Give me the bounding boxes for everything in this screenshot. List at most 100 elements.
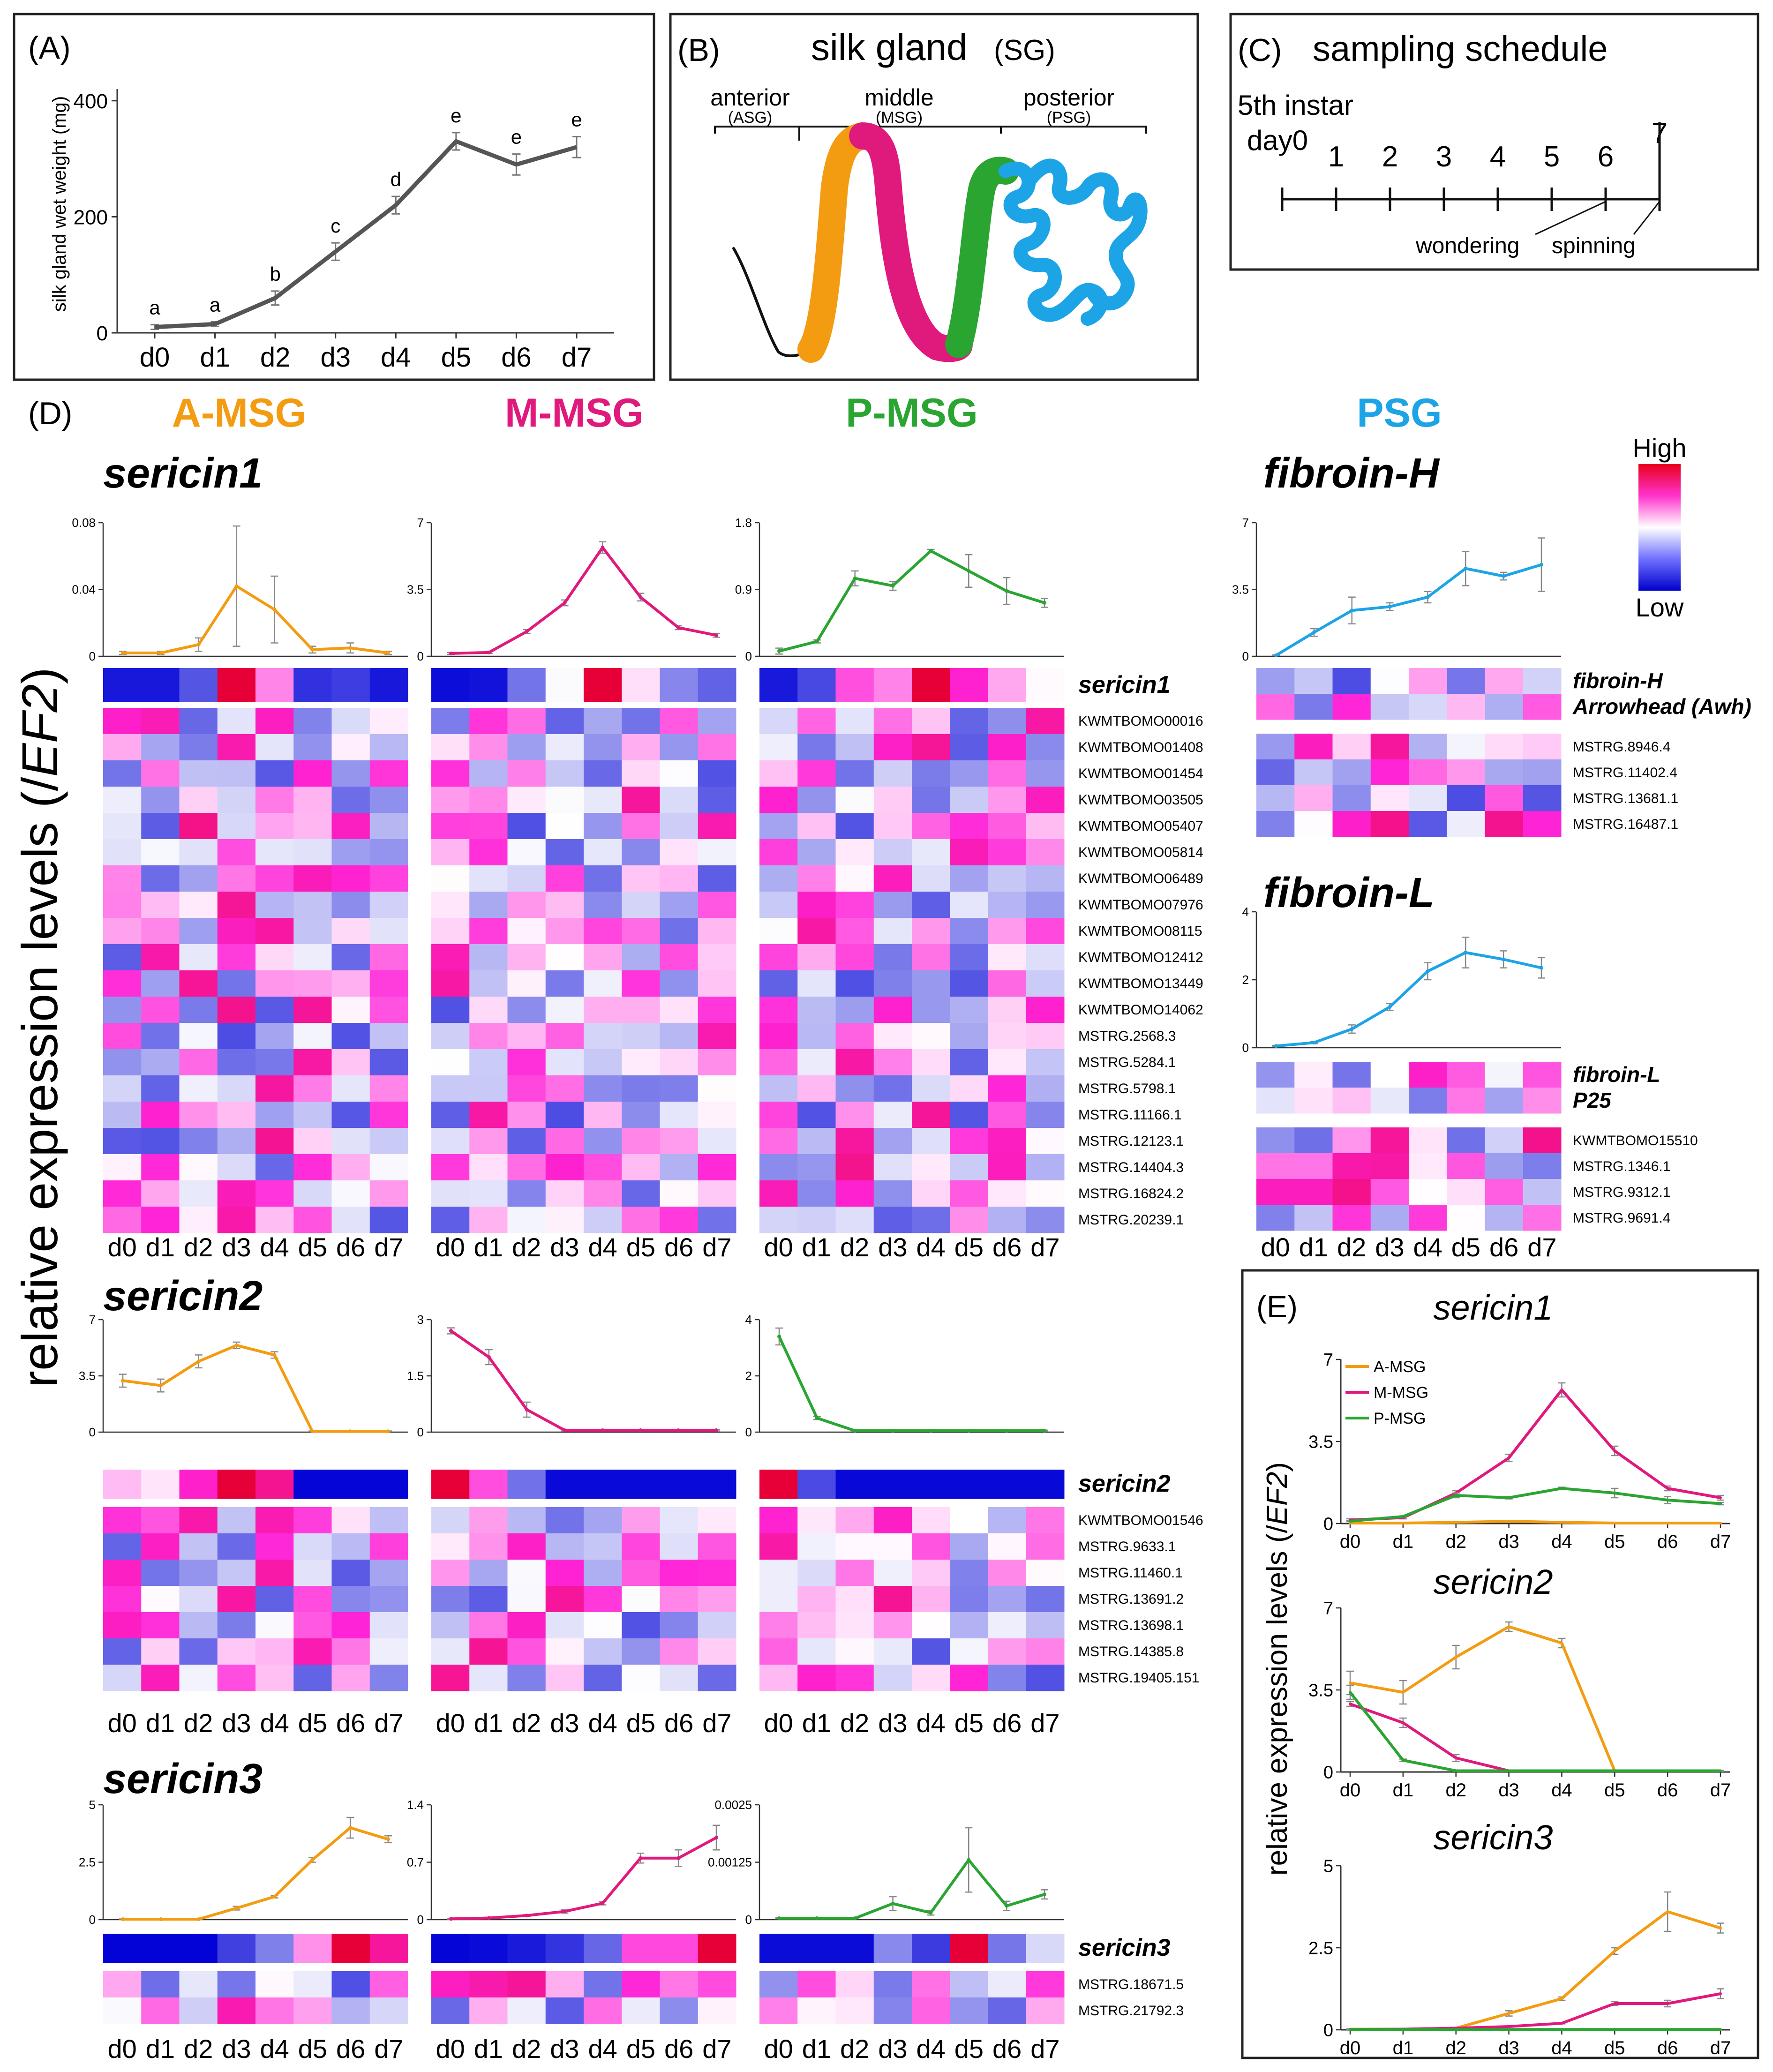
x-tick-label: d1: [1393, 1531, 1414, 1552]
heatmap-row-label: KWMTBOMO06489: [1078, 871, 1203, 886]
heatmap-cell: [1256, 694, 1295, 720]
heatmap-cell: [469, 1023, 508, 1050]
heatmap-cell: [950, 1049, 988, 1076]
heatmap-cell: [1026, 1207, 1065, 1233]
heatmap-cell: [759, 1997, 798, 2024]
heatmap-cell: [912, 1075, 950, 1102]
heatmap-cell: [217, 892, 256, 918]
heatmap-cell: [217, 1934, 256, 1963]
heatmap-day-label: d6: [336, 1708, 365, 1738]
heatmap-cell: [797, 865, 836, 892]
heatmap-cell: [217, 734, 256, 761]
heatmap-day-label: d4: [260, 1232, 289, 1262]
heatmap-row-label: KWMTBOMO08115: [1078, 923, 1202, 939]
heatmap-cell: [507, 708, 546, 735]
heatmap-cell: [545, 839, 584, 866]
heatmap-cell: [431, 787, 470, 813]
heatmap-cell: [988, 865, 1027, 892]
heatmap-cell: [1294, 1062, 1333, 1088]
y-tick-label: 0.04: [72, 583, 96, 597]
heatmap-cell: [797, 1102, 836, 1128]
heatmap-cell: [255, 1180, 294, 1207]
heatmap-cell: [1026, 1586, 1065, 1613]
heatmap-row-label: KWMTBOMO00016: [1078, 713, 1203, 729]
heatmap-cell: [584, 1934, 622, 1963]
heatmap-cell: [835, 839, 874, 866]
heatmap-cell: [622, 997, 660, 1023]
heatmap-cell: [584, 734, 622, 761]
heatmap-cell: [179, 1180, 218, 1207]
heatmap-cell: [545, 1207, 584, 1233]
heatmap-cell: [873, 1638, 912, 1665]
heatmap-cell: [698, 760, 736, 787]
heatmap-cell: [507, 1180, 546, 1207]
data-point: [487, 1355, 491, 1359]
heatmap-cell: [950, 1934, 988, 1963]
segment-posterior-abbr: (PSG): [1047, 109, 1091, 127]
heatmap-cell: [797, 1154, 836, 1181]
data-point: [853, 1916, 857, 1921]
heatmap-cell: [103, 708, 142, 735]
heatmap-cell: [545, 997, 584, 1023]
heatmap-cell: [912, 734, 950, 761]
heatmap-cell: [179, 1154, 218, 1181]
heatmap-cell: [255, 1023, 294, 1050]
heatmap-cell: [469, 1128, 508, 1155]
heatmap-cell: [797, 1023, 836, 1050]
heatmap-cell: [431, 1049, 470, 1076]
heatmap-cell: [141, 1971, 180, 1998]
heatmap-day-label: d5: [954, 1232, 984, 1262]
heatmap-cell: [950, 1560, 988, 1586]
panel-a-letter: (A): [28, 30, 71, 66]
heatmap-cell: [545, 1075, 584, 1102]
significance-letter: b: [270, 263, 280, 285]
heatmap-cell: [698, 1533, 736, 1560]
heatmap-cell: [622, 708, 660, 735]
significance-letter: e: [511, 126, 522, 148]
heatmap-cell: [622, 1154, 660, 1181]
heatmap-cell: [950, 944, 988, 971]
segment-anterior-name: anterior: [710, 84, 790, 111]
heatmap-cell: [369, 1102, 408, 1128]
heatmap-cell: [331, 1207, 370, 1233]
heatmap-cell: [988, 918, 1027, 945]
heatmap-cell: [698, 1612, 736, 1639]
heatmap-cell: [1332, 785, 1371, 811]
heatmap-cell: [255, 1207, 294, 1233]
heatmap-cell: [369, 760, 408, 787]
heatmap-cell: [255, 1560, 294, 1586]
heatmap-cell: [331, 1997, 370, 2024]
heatmap-row-label: MSTRG.18671.5: [1078, 1977, 1184, 1992]
heatmap-cell: [469, 1207, 508, 1233]
heatmap-row-label: MSTRG.20239.1: [1078, 1212, 1184, 1228]
heatmap-cell: [507, 865, 546, 892]
data-point: [1454, 1757, 1457, 1759]
heatmap-cell: [660, 1128, 699, 1155]
heatmap-day-label: d2: [184, 2034, 213, 2064]
heatmap-cell: [1523, 1062, 1562, 1088]
heatmap-cell: [698, 1507, 736, 1534]
heatmap-row-label: MSTRG.19405.151: [1078, 1670, 1199, 1686]
heatmap-cell: [255, 813, 294, 840]
heatmap-cell: [698, 1971, 736, 1998]
heatmap-cell: [255, 1128, 294, 1155]
data-point: [196, 1359, 201, 1364]
heatmap-cell: [217, 813, 256, 840]
heatmap-cell: [103, 1049, 142, 1076]
heatmap-cell: [331, 1470, 370, 1499]
heatmap-cell: [797, 760, 836, 787]
heatmap-cell: [797, 1612, 836, 1639]
heatmap-cell: [835, 1023, 874, 1050]
heatmap-cell: [584, 813, 622, 840]
heatmap-day-label: d3: [550, 2034, 579, 2064]
data-point: [525, 1914, 529, 1918]
heatmap-cell: [507, 1586, 546, 1613]
heatmap-cell: [469, 839, 508, 866]
heatmap-cell: [835, 1154, 874, 1181]
data-point: [815, 1416, 819, 1420]
heatmap-cell: [545, 1971, 584, 1998]
data-point: [1719, 1496, 1722, 1499]
heatmap-cell: [179, 970, 218, 997]
heatmap-cell: [1409, 734, 1447, 760]
heatmap-cell: [369, 1533, 408, 1560]
